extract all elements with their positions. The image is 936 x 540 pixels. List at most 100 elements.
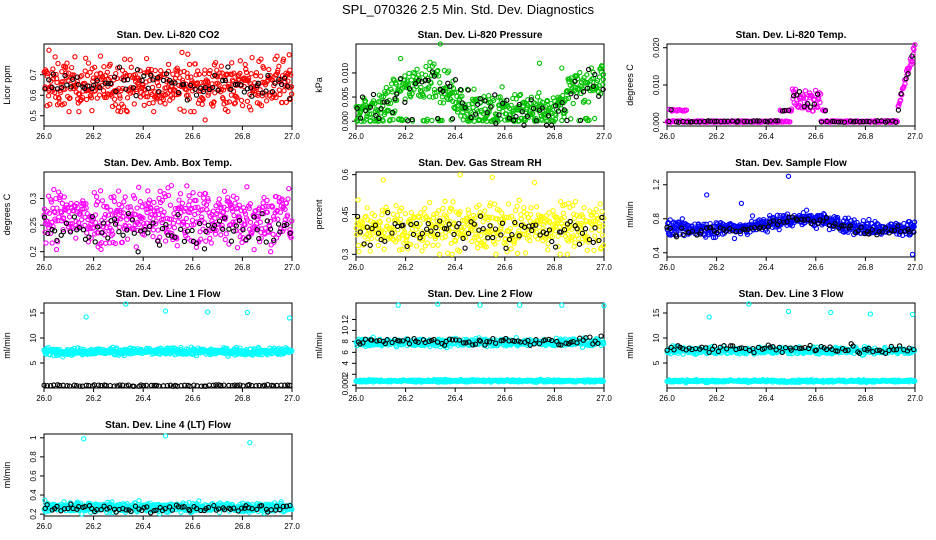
data-point <box>528 94 535 100</box>
data-point <box>123 108 130 114</box>
data-point <box>150 77 156 83</box>
data-point <box>464 111 470 118</box>
x-tick-label: 26.4 <box>447 132 463 141</box>
data-point <box>264 197 270 204</box>
data-point <box>437 251 443 257</box>
data-point <box>357 115 364 121</box>
data-point <box>97 53 104 59</box>
data-point <box>46 47 52 53</box>
data-point <box>397 55 404 62</box>
data-point <box>241 89 247 95</box>
data-point <box>738 200 745 207</box>
data-point <box>285 78 291 84</box>
x-tick-label: 26.4 <box>135 263 151 272</box>
data-point <box>111 96 118 102</box>
data-point <box>179 49 185 56</box>
x-tick-label: 26.4 <box>135 132 151 141</box>
data-point <box>545 247 551 253</box>
data-point <box>508 102 514 108</box>
y-tick-label: 0.020 <box>652 37 661 58</box>
data-point <box>485 93 492 99</box>
x-tick-label: 26.2 <box>709 263 725 272</box>
data-point <box>151 108 157 115</box>
data-point <box>355 242 362 249</box>
data-point <box>127 56 133 63</box>
data-point <box>406 85 413 92</box>
y-tick-label: 0.3 <box>29 192 38 204</box>
data-point <box>408 210 415 216</box>
data-point <box>596 74 603 80</box>
data-point <box>505 201 512 207</box>
data-point <box>565 95 572 102</box>
data-point <box>559 117 565 124</box>
y-tick-label: 10 <box>29 333 38 342</box>
data-point <box>51 89 58 96</box>
data-point <box>145 188 151 194</box>
data-point <box>207 235 213 241</box>
y-tick-label: 0.5 <box>29 110 38 122</box>
y-axis-label: Licor ppm <box>2 65 12 105</box>
data-point <box>600 71 607 78</box>
data-point <box>519 109 525 115</box>
data-point <box>155 227 161 233</box>
data-point <box>496 112 502 118</box>
y-tick-label: 15 <box>29 308 38 317</box>
data-point <box>559 302 565 308</box>
data-point <box>281 88 287 94</box>
data-point <box>145 85 151 91</box>
data-point <box>530 110 536 117</box>
x-tick-label: 26.4 <box>135 394 151 403</box>
data-point <box>137 199 144 205</box>
data-point <box>64 82 70 88</box>
data-point <box>592 233 598 239</box>
y-tick-label: 0.8 <box>652 213 661 225</box>
data-point <box>169 80 175 86</box>
data-point <box>171 225 178 231</box>
data-point <box>263 239 269 245</box>
data-point <box>122 56 128 62</box>
x-tick-label: 26.8 <box>858 263 874 272</box>
data-point <box>175 89 182 96</box>
data-point <box>478 232 484 239</box>
data-point <box>167 202 174 208</box>
data-point <box>218 86 225 93</box>
data-point <box>156 242 163 248</box>
data-point <box>97 85 103 91</box>
data-point <box>231 212 237 219</box>
data-point <box>128 64 134 70</box>
data-point <box>143 382 149 388</box>
data-point <box>238 97 245 104</box>
data-point <box>201 246 208 252</box>
data-point <box>117 93 123 99</box>
data-point <box>422 77 429 83</box>
data-point <box>465 87 471 93</box>
data-point <box>573 94 579 100</box>
x-tick-label: 26.0 <box>36 263 52 272</box>
data-point <box>439 117 445 124</box>
data-point <box>266 66 272 73</box>
data-point <box>244 309 251 316</box>
data-point <box>184 97 190 103</box>
data-point <box>220 96 226 102</box>
data-point <box>555 108 562 114</box>
y-tick-label: 0.6 <box>29 89 38 101</box>
data-point <box>115 104 122 110</box>
x-tick-label: 27.0 <box>596 394 612 403</box>
data-point <box>211 99 217 105</box>
data-point <box>385 217 392 223</box>
data-point <box>367 242 373 248</box>
data-point <box>163 84 169 91</box>
data-point <box>599 64 605 70</box>
data-point <box>448 240 454 247</box>
data-point <box>596 227 602 234</box>
data-point <box>802 88 809 94</box>
data-point <box>183 215 189 222</box>
data-point <box>552 244 559 250</box>
data-point <box>536 60 543 66</box>
data-point <box>123 86 129 92</box>
data-point <box>354 105 360 111</box>
data-point <box>435 67 441 74</box>
data-point <box>600 76 606 83</box>
data-point <box>170 220 177 226</box>
data-point <box>150 227 157 233</box>
